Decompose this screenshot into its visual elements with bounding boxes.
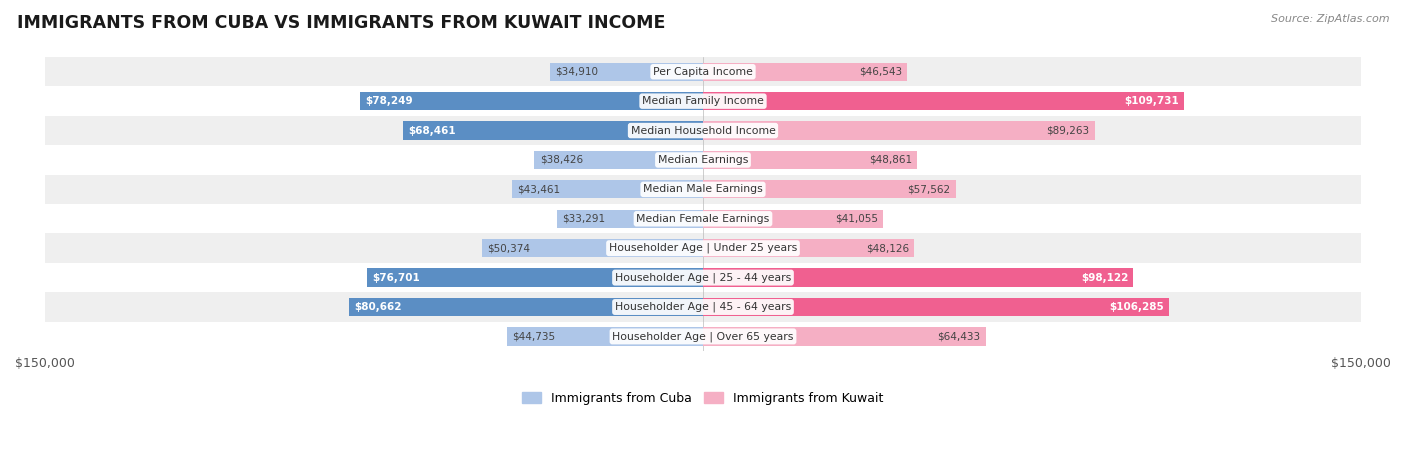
Text: $68,461: $68,461 [408, 126, 456, 135]
Bar [512, 180, 703, 198]
Text: $48,126: $48,126 [866, 243, 908, 253]
Text: Householder Age | Over 65 years: Householder Age | Over 65 years [612, 331, 794, 342]
Text: $109,731: $109,731 [1125, 96, 1180, 106]
Text: Median Household Income: Median Household Income [630, 126, 776, 135]
Text: $50,374: $50,374 [488, 243, 530, 253]
Bar [703, 151, 917, 169]
Bar [45, 145, 1361, 175]
Text: $34,910: $34,910 [555, 67, 598, 77]
Text: $98,122: $98,122 [1081, 273, 1128, 283]
Text: Householder Age | Under 25 years: Householder Age | Under 25 years [609, 243, 797, 254]
Bar [45, 263, 1361, 292]
Text: $46,543: $46,543 [859, 67, 901, 77]
Text: $89,263: $89,263 [1046, 126, 1090, 135]
Text: IMMIGRANTS FROM CUBA VS IMMIGRANTS FROM KUWAIT INCOME: IMMIGRANTS FROM CUBA VS IMMIGRANTS FROM … [17, 14, 665, 32]
Text: $43,461: $43,461 [517, 184, 561, 194]
Text: Median Female Earnings: Median Female Earnings [637, 214, 769, 224]
Text: Householder Age | 25 - 44 years: Householder Age | 25 - 44 years [614, 272, 792, 283]
Bar [45, 204, 1361, 234]
Text: Householder Age | 45 - 64 years: Householder Age | 45 - 64 years [614, 302, 792, 312]
Bar [703, 92, 1184, 110]
Bar [45, 175, 1361, 204]
Bar [506, 327, 703, 346]
Text: $78,249: $78,249 [366, 96, 412, 106]
Bar [703, 121, 1095, 140]
Text: Source: ZipAtlas.com: Source: ZipAtlas.com [1271, 14, 1389, 24]
Text: $48,861: $48,861 [869, 155, 912, 165]
Bar [360, 92, 703, 110]
Bar [703, 210, 883, 228]
Bar [703, 269, 1133, 287]
Text: $76,701: $76,701 [371, 273, 419, 283]
Bar [402, 121, 703, 140]
Bar [703, 327, 986, 346]
Text: Per Capita Income: Per Capita Income [652, 67, 754, 77]
Bar [45, 234, 1361, 263]
Text: Median Family Income: Median Family Income [643, 96, 763, 106]
Text: $64,433: $64,433 [938, 332, 980, 341]
Legend: Immigrants from Cuba, Immigrants from Kuwait: Immigrants from Cuba, Immigrants from Ku… [517, 387, 889, 410]
Text: $106,285: $106,285 [1109, 302, 1164, 312]
Text: Median Earnings: Median Earnings [658, 155, 748, 165]
Bar [703, 298, 1170, 316]
Bar [45, 116, 1361, 145]
Text: $44,735: $44,735 [512, 332, 555, 341]
Bar [703, 63, 907, 81]
Bar [557, 210, 703, 228]
Text: $38,426: $38,426 [540, 155, 583, 165]
Bar [482, 239, 703, 257]
Bar [45, 322, 1361, 351]
Bar [703, 180, 956, 198]
Bar [703, 239, 914, 257]
Text: $41,055: $41,055 [835, 214, 877, 224]
Bar [550, 63, 703, 81]
Text: $80,662: $80,662 [354, 302, 402, 312]
Text: Median Male Earnings: Median Male Earnings [643, 184, 763, 194]
Bar [367, 269, 703, 287]
Bar [45, 292, 1361, 322]
Bar [534, 151, 703, 169]
Bar [349, 298, 703, 316]
Bar [45, 86, 1361, 116]
Text: $57,562: $57,562 [907, 184, 950, 194]
Bar [45, 57, 1361, 86]
Text: $33,291: $33,291 [562, 214, 606, 224]
